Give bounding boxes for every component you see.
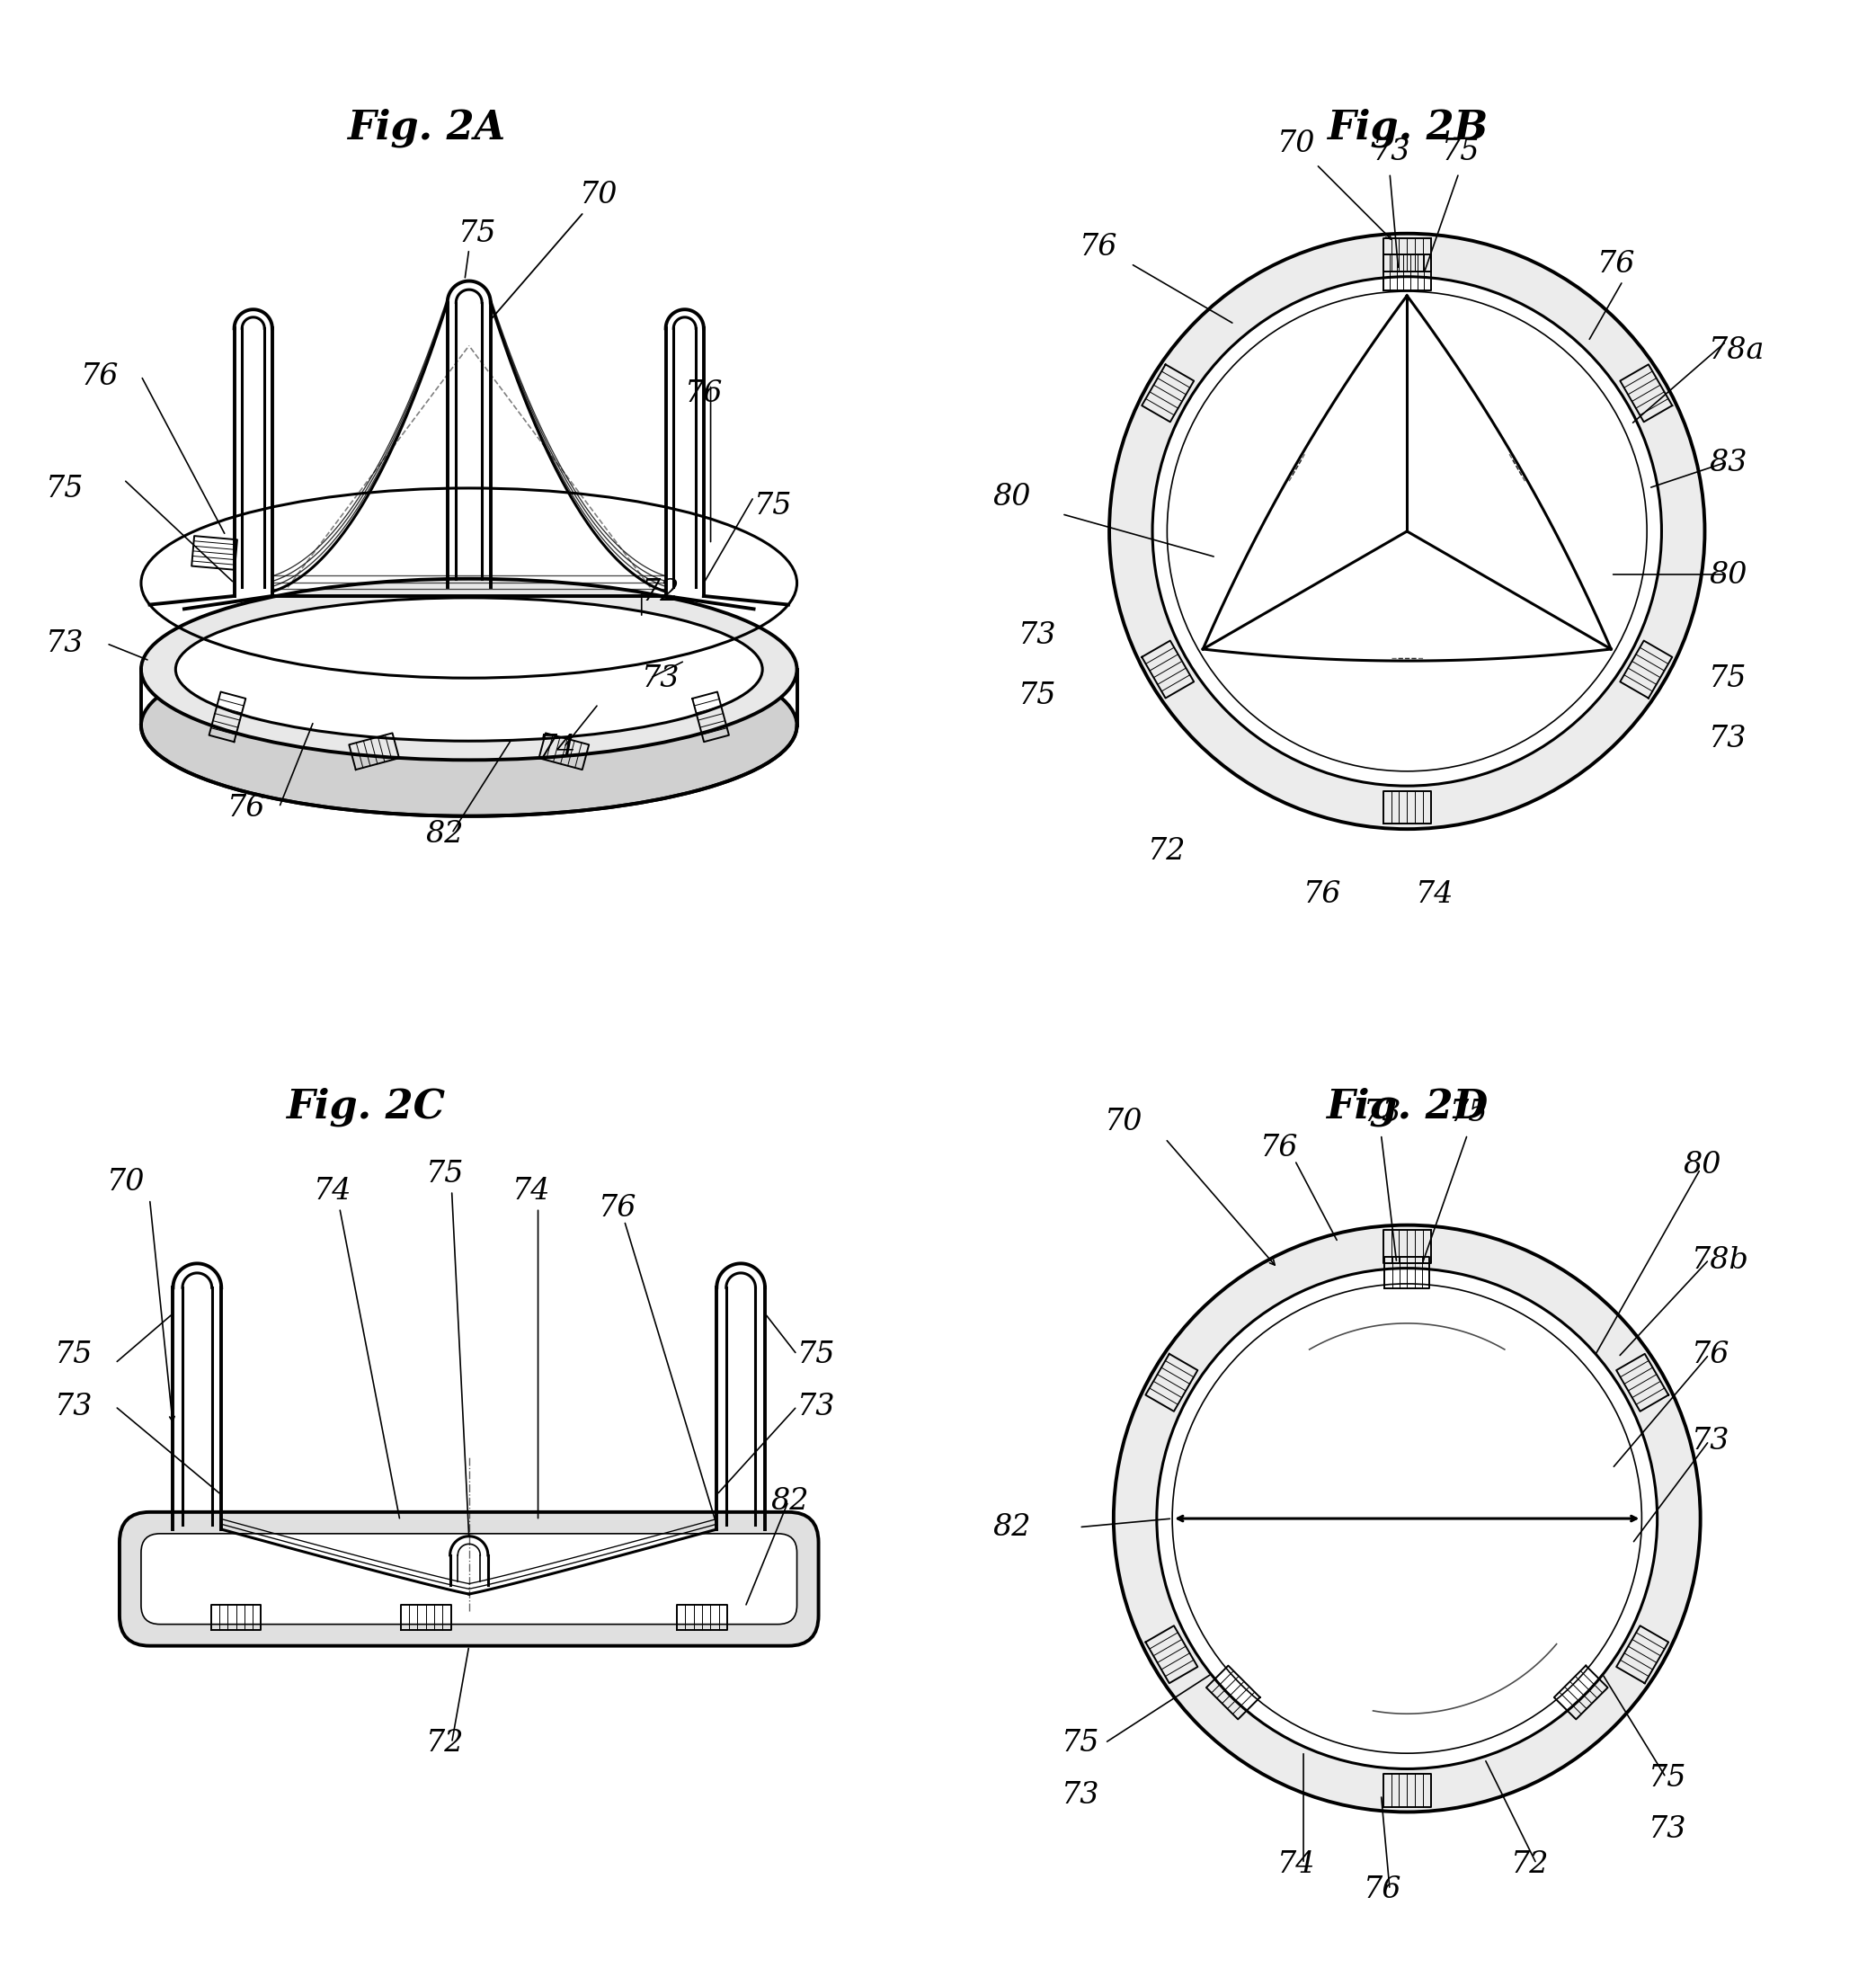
Text: 82: 82 — [771, 1487, 809, 1516]
Text: 76: 76 — [1596, 249, 1636, 279]
Text: Fig. 2D: Fig. 2D — [1326, 1087, 1488, 1127]
Text: 73: 73 — [1364, 1099, 1401, 1127]
Text: 73: 73 — [1373, 138, 1411, 166]
Text: 75: 75 — [1709, 664, 1747, 692]
Text: 82: 82 — [426, 820, 463, 848]
Circle shape — [1152, 277, 1662, 787]
Ellipse shape — [176, 597, 762, 741]
Text: 73: 73 — [1692, 1427, 1730, 1455]
Text: 73: 73 — [1649, 1815, 1687, 1845]
Text: 80: 80 — [992, 482, 1032, 512]
Text: 72: 72 — [1510, 1850, 1550, 1878]
Text: 73: 73 — [797, 1392, 835, 1421]
Text: 72: 72 — [426, 1730, 463, 1758]
Text: 73: 73 — [642, 664, 679, 692]
Text: 83: 83 — [1709, 449, 1747, 476]
Text: 76: 76 — [1304, 880, 1341, 909]
Text: 75: 75 — [458, 219, 497, 249]
Text: 75: 75 — [1019, 682, 1056, 710]
Text: Fig. 2A: Fig. 2A — [347, 109, 505, 148]
Ellipse shape — [141, 579, 797, 759]
Text: 73: 73 — [1709, 726, 1747, 753]
Text: 75: 75 — [54, 1340, 94, 1370]
Ellipse shape — [141, 635, 797, 817]
Text: 70: 70 — [1105, 1107, 1142, 1137]
FancyBboxPatch shape — [120, 1512, 818, 1645]
Text: 76: 76 — [1364, 1876, 1401, 1904]
Circle shape — [1114, 1226, 1700, 1813]
Text: 75: 75 — [1441, 138, 1480, 166]
Text: Fig. 2B: Fig. 2B — [1326, 109, 1488, 148]
Text: 76: 76 — [685, 380, 722, 407]
Text: 76: 76 — [598, 1194, 636, 1222]
Text: 73: 73 — [54, 1392, 94, 1421]
Text: 82: 82 — [992, 1512, 1032, 1542]
FancyBboxPatch shape — [141, 1534, 797, 1625]
Circle shape — [1109, 233, 1705, 828]
Text: 70: 70 — [1278, 129, 1315, 158]
Text: 76: 76 — [1692, 1340, 1730, 1370]
Text: 76: 76 — [81, 362, 118, 391]
Circle shape — [1157, 1267, 1657, 1769]
Text: 76: 76 — [1079, 233, 1118, 261]
Text: Fig. 2C: Fig. 2C — [285, 1087, 445, 1127]
Text: 75: 75 — [797, 1340, 835, 1370]
Text: 74: 74 — [1278, 1850, 1315, 1878]
Text: 72: 72 — [1148, 836, 1186, 866]
Text: 75: 75 — [1450, 1099, 1488, 1127]
Text: 74: 74 — [512, 1176, 550, 1206]
Text: 74: 74 — [538, 733, 576, 761]
Text: 78a: 78a — [1709, 336, 1765, 366]
Text: 75: 75 — [754, 492, 792, 520]
Text: 73: 73 — [1062, 1781, 1099, 1809]
Text: 74: 74 — [313, 1176, 353, 1206]
Text: 76: 76 — [1261, 1133, 1298, 1162]
Text: 75: 75 — [47, 474, 84, 502]
Text: 76: 76 — [227, 793, 266, 822]
Text: 72: 72 — [642, 577, 679, 607]
Text: 78b: 78b — [1692, 1246, 1748, 1275]
Text: 70: 70 — [107, 1168, 144, 1196]
Text: 80: 80 — [1709, 561, 1747, 589]
Text: 75: 75 — [1062, 1730, 1099, 1758]
Text: 80: 80 — [1683, 1151, 1722, 1180]
Text: 75: 75 — [426, 1159, 463, 1188]
Text: 73: 73 — [1019, 621, 1056, 650]
Text: 74: 74 — [1416, 880, 1454, 909]
Text: 75: 75 — [1649, 1763, 1687, 1793]
Text: 73: 73 — [47, 629, 84, 658]
Text: 70: 70 — [492, 180, 617, 318]
